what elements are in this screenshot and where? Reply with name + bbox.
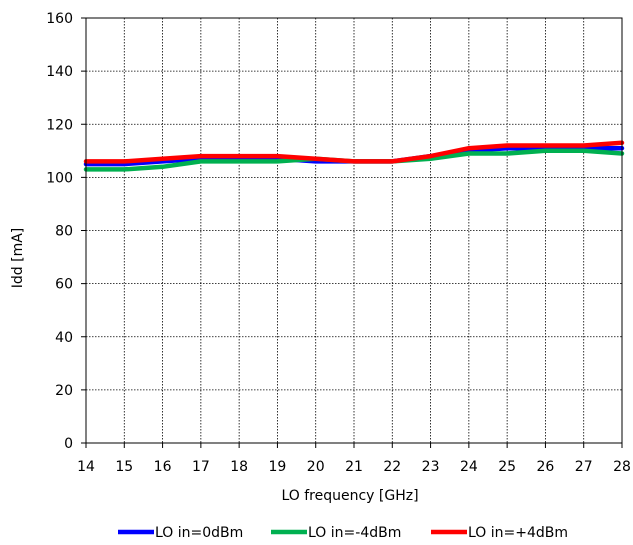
legend-label: LO in=-4dBm [308, 525, 401, 541]
series-lines [83, 140, 625, 172]
x-tick-label: 19 [269, 459, 287, 475]
x-tick-label: 25 [498, 459, 516, 475]
x-tick-label: 26 [537, 459, 555, 475]
x-tick-label: 24 [460, 459, 478, 475]
y-tick-label: 140 [46, 64, 73, 80]
x-tick-label: 17 [192, 459, 210, 475]
legend-label: LO in=+4dBm [468, 525, 568, 541]
x-tick-label: 15 [115, 459, 133, 475]
y-tick-label: 60 [55, 277, 73, 293]
series-line-2 [83, 140, 625, 164]
x-axis-label: LO frequency [GHz] [281, 488, 418, 504]
x-tick-label: 20 [307, 459, 325, 475]
y-tick-label: 120 [46, 117, 73, 133]
y-tick-label: 40 [55, 330, 73, 346]
x-tick-label: 18 [230, 459, 248, 475]
y-axis-label: Idd [mA] [10, 228, 26, 289]
x-tick-label: 28 [613, 459, 631, 475]
grid [86, 18, 622, 443]
y-tick-label: 20 [55, 383, 73, 399]
y-tick-label: 80 [55, 224, 73, 240]
legend-label: LO in=0dBm [155, 525, 243, 541]
x-tick-label: 16 [154, 459, 172, 475]
x-tick-label: 23 [422, 459, 440, 475]
x-tick-label: 27 [575, 459, 593, 475]
x-tick-label: 14 [77, 459, 95, 475]
x-tick-label: 21 [345, 459, 363, 475]
y-tick-label: 0 [64, 436, 73, 452]
x-tick-label: 22 [383, 459, 401, 475]
y-tick-label: 100 [46, 170, 73, 186]
legend: LO in=0dBm LO in=-4dBm LO in=+4dBm [118, 525, 568, 541]
x-axis-ticks: 14 15 16 17 18 19 20 21 22 23 24 25 26 27 28 [77, 443, 631, 475]
y-tick-label: 160 [46, 11, 73, 27]
y-axis-ticks: 0 20 40 60 80 100 120 140 160 [46, 11, 86, 452]
